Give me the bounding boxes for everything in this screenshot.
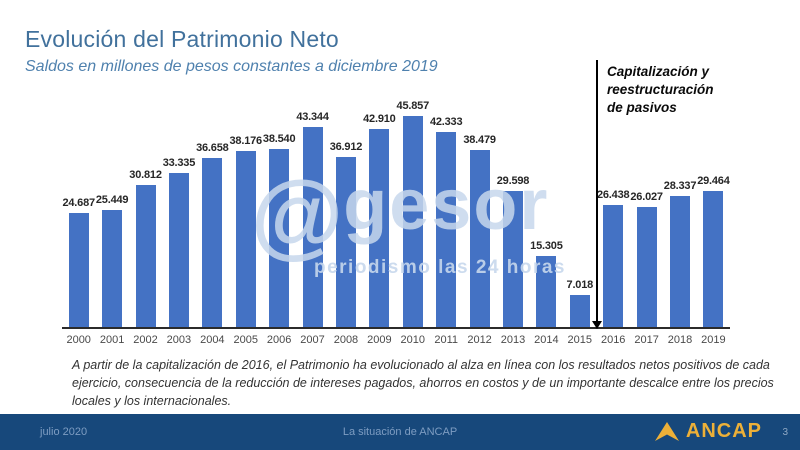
bar-value-label: 36.658: [196, 142, 229, 154]
bar-slot: 38.540: [262, 117, 296, 327]
bar: [335, 157, 356, 327]
ancap-logo-text: ANCAP: [685, 420, 762, 442]
bar-value-label: 24.687: [62, 197, 95, 209]
year-label: 2005: [233, 334, 258, 346]
bar-value-label: 26.027: [630, 191, 663, 203]
year-label: 2000: [66, 334, 91, 346]
bar: [703, 191, 724, 327]
bar: [436, 132, 457, 327]
footer-presentation-title: La situación de ANCAP: [342, 426, 458, 438]
bar: [269, 149, 290, 327]
bar-slot: 15.305: [530, 117, 563, 327]
year-label: 2018: [667, 334, 693, 346]
bar: [469, 150, 490, 327]
bar-slot: 42.333: [429, 116, 463, 327]
annotation-arrowhead-icon: [592, 321, 602, 329]
annotation-arrow-line: [596, 60, 598, 321]
year-label: 2011: [434, 334, 458, 346]
year-label: 2006: [266, 334, 292, 346]
bar-value-label: 33.335: [162, 157, 196, 169]
bar-value-label: 43.344: [296, 111, 329, 123]
bar-slot: 29.464: [697, 117, 730, 327]
bar: [168, 173, 189, 327]
bar-slot: 36.658: [196, 117, 229, 327]
bar-value-label: 42.333: [429, 116, 463, 128]
bar: [670, 196, 691, 327]
bar-value-label: 38.479: [463, 134, 496, 146]
bar: [636, 207, 657, 327]
bar-value-label: 30.812: [129, 169, 162, 181]
bar-slot: 24.687: [62, 117, 95, 327]
x-axis-labels: 2000 2001 2002 2003 2004 2005 2006 2007 2008 2009…: [62, 334, 730, 346]
year-label: 2017: [634, 334, 659, 346]
ancap-logo: ANCAP: [654, 420, 762, 443]
bar-slot: 7.018: [563, 117, 596, 327]
bar: [502, 191, 523, 327]
ancap-triangle-icon: [654, 422, 679, 441]
bar-value-label: 25.449: [95, 194, 129, 206]
bar-value-label: 38.540: [262, 133, 296, 145]
bar-slot: 26.027: [630, 117, 663, 327]
bar: [402, 116, 423, 327]
bar-slot: 30.812: [129, 117, 162, 327]
bar-slot: 42.910: [363, 113, 396, 327]
bar-value-label: 42.910: [363, 113, 396, 125]
bar-slot: 29.598: [496, 117, 529, 327]
bar-value-label: 7.018: [566, 279, 594, 291]
bar: [202, 158, 223, 327]
year-label: 2019: [701, 334, 726, 346]
bar-slot: 28.337: [663, 117, 696, 327]
bar-slot: 36.912: [329, 117, 362, 327]
bar: [235, 151, 256, 327]
bar-value-label: 38.176: [229, 135, 263, 147]
bar-value-label: 29.464: [697, 175, 730, 187]
year-label: 2016: [600, 334, 626, 346]
year-label: 2004: [200, 334, 225, 346]
annotation-text: Capitalización y reestructuración de pas…: [607, 64, 714, 116]
year-label: 2001: [99, 334, 125, 346]
page-number: 3: [782, 427, 788, 438]
year-label: 2008: [333, 334, 359, 346]
bar-slot: 43.344: [296, 111, 329, 327]
bar: [302, 127, 323, 327]
footer-date: julio 2020: [40, 426, 88, 438]
year-label: 2010: [400, 334, 425, 346]
bar: [603, 205, 624, 327]
bar-slot: 26.438: [597, 117, 630, 327]
bar-slot: 45.857: [396, 100, 429, 327]
bar-chart: 24.687 25.449 30.812 33.335 36.658 38.176 38.5…: [62, 100, 730, 329]
footer-bar: julio 2020 La situación de ANCAP ANCAP 3: [0, 414, 800, 450]
year-label: 2014: [534, 334, 559, 346]
bar-value-label: 28.337: [663, 180, 697, 192]
bar: [68, 213, 89, 327]
bar-value-label: 15.305: [530, 240, 563, 252]
bar-value-label: 36.912: [329, 141, 363, 153]
bar-slot: 38.176: [229, 117, 262, 327]
bar-slot: 33.335: [162, 117, 195, 327]
bar: [102, 210, 123, 327]
bar-slot: 25.449: [95, 117, 129, 327]
bar: [135, 185, 156, 327]
year-label: 2003: [166, 334, 192, 346]
year-label: 2002: [133, 334, 158, 346]
bar: [536, 256, 557, 327]
page-title: Evolución del Patrimonio Neto: [25, 26, 339, 52]
bar: [569, 295, 590, 327]
bar-value-label: 26.438: [596, 189, 630, 201]
commentary-text: A partir de la capitalización de 2016, e…: [72, 358, 774, 409]
bar-slot: 38.479: [463, 117, 496, 327]
year-label: 2007: [300, 334, 325, 346]
year-label: 2012: [467, 334, 492, 346]
page-subtitle: Saldos en millones de pesos constantes a…: [25, 58, 438, 75]
year-label: 2013: [500, 334, 526, 346]
bar: [369, 129, 390, 327]
bar-value-label: 45.857: [396, 100, 430, 112]
bar-value-label: 29.598: [496, 175, 530, 187]
year-label: 2015: [567, 334, 593, 346]
year-label: 2009: [367, 334, 392, 346]
